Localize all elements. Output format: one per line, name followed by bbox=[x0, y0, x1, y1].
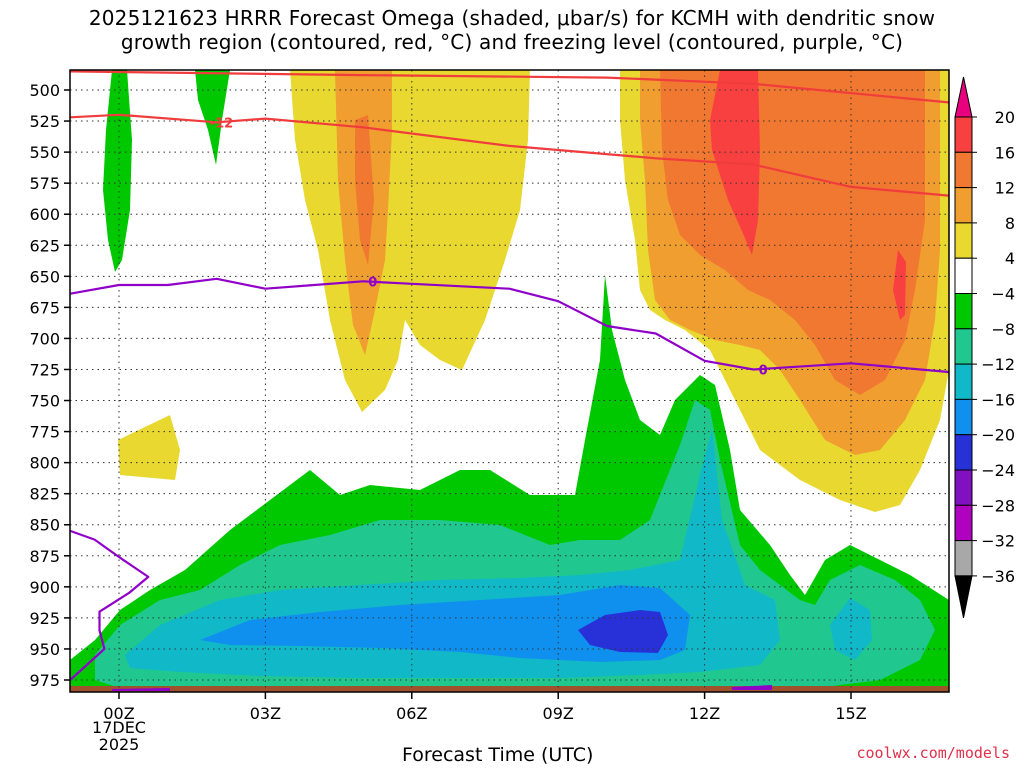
x-tick-label-15Z: 15Z bbox=[835, 704, 866, 723]
colorbar-band-6 bbox=[954, 293, 973, 330]
y-tick-label-825: 825 bbox=[29, 485, 60, 504]
x-tick-label-09Z: 09Z bbox=[543, 704, 574, 723]
contour-label-minus12: -12 bbox=[210, 116, 234, 131]
title-line-1: 2025121623 HRRR Forecast Omega (shaded, … bbox=[88, 6, 936, 30]
shade-minus4-upper-streak-2 bbox=[195, 70, 230, 165]
colorbar-band-gt-20 bbox=[954, 76, 973, 118]
y-tick-label-800: 800 bbox=[29, 454, 60, 473]
y-tick-label-850: 850 bbox=[29, 516, 60, 535]
colorbar-label-9: −20 bbox=[981, 426, 1015, 445]
x-axis: 00Z 03Z 06Z 09Z 12Z 15Z bbox=[103, 692, 867, 723]
y-tick-label-650: 650 bbox=[29, 267, 60, 286]
colorbar-band-10 bbox=[954, 434, 973, 471]
shade-minus4-upper-streak-1 bbox=[103, 70, 132, 272]
colorbar-band-12 bbox=[954, 504, 973, 542]
y-tick-label-725: 725 bbox=[29, 360, 60, 379]
x-tick-label-12Z: 12Z bbox=[689, 704, 720, 723]
date-label: 17DEC 2025 bbox=[84, 718, 154, 754]
y-tick-label-875: 875 bbox=[29, 547, 60, 566]
date-label-day: 17DEC bbox=[92, 718, 146, 737]
shade-minus16 bbox=[200, 585, 690, 662]
colorbar-label-2: 12 bbox=[995, 179, 1015, 198]
y-axis: 500 525 550 575 600 625 650 675 700 725 750 775 800 8… bbox=[29, 81, 70, 690]
colorbar-label-3: 8 bbox=[1005, 214, 1015, 233]
colorbar-label-13: −36 bbox=[981, 567, 1015, 586]
surface-purple-patch bbox=[732, 685, 772, 690]
credit-link[interactable]: coolwx.com/models bbox=[856, 744, 1010, 762]
colorbar-label-6: −8 bbox=[991, 320, 1015, 339]
colorbar-label-10: −24 bbox=[981, 461, 1015, 480]
shade-plus16-small bbox=[893, 250, 906, 320]
shade-plus12-left bbox=[355, 115, 374, 265]
colorbar-band-13 bbox=[954, 540, 973, 577]
y-tick-label-675: 675 bbox=[29, 298, 60, 317]
colorbar-band-5 bbox=[954, 257, 973, 295]
y-tick-label-575: 575 bbox=[29, 174, 60, 193]
colorbar-band-11 bbox=[954, 469, 973, 506]
x-tick-label-06Z: 06Z bbox=[396, 704, 427, 723]
contour-label-freezing-1: 0 bbox=[368, 275, 377, 290]
x-axis-title: Forecast Time (UTC) bbox=[402, 744, 594, 766]
title-line-2: growth region (contoured, red, °C) and f… bbox=[120, 30, 904, 54]
colorbar-label-1: 16 bbox=[995, 143, 1015, 162]
y-tick-label-525: 525 bbox=[29, 112, 60, 131]
shade-minus20 bbox=[578, 610, 668, 653]
contour-dgz_-12 bbox=[70, 113, 949, 197]
colorbar-label-8: −16 bbox=[981, 390, 1015, 409]
x-tick-label-00Z: 00Z bbox=[103, 704, 134, 723]
y-tick-label-950: 950 bbox=[29, 640, 60, 659]
colorbar-band-8 bbox=[954, 363, 973, 400]
colorbar: 20 16 12 8 4 −4 −8 −12 −16 −20 −24 −28 −32 −36 bbox=[954, 76, 1015, 618]
date-label-year: 2025 bbox=[98, 735, 140, 754]
colorbar-label-4: 4 bbox=[1005, 249, 1015, 268]
colorbar-label-5: −4 bbox=[991, 285, 1015, 304]
y-tick-label-700: 700 bbox=[29, 329, 60, 348]
omega-shading bbox=[70, 70, 949, 692]
colorbar-band-1 bbox=[954, 116, 973, 153]
y-tick-label-925: 925 bbox=[29, 609, 60, 628]
y-tick-label-500: 500 bbox=[29, 81, 60, 100]
y-tick-label-750: 750 bbox=[29, 392, 60, 411]
colorbar-label-7: −12 bbox=[981, 355, 1015, 374]
colorbar-band-9 bbox=[954, 398, 973, 436]
contour-lines: -12 0 0 bbox=[69, 70, 949, 681]
x-tick-label-03Z: 03Z bbox=[250, 704, 281, 723]
y-tick-label-900: 900 bbox=[29, 578, 60, 597]
colorbar-band-3 bbox=[954, 187, 973, 224]
contour-freezing_lower bbox=[69, 529, 150, 681]
y-tick-label-625: 625 bbox=[29, 236, 60, 255]
chart-title: 2025121623 HRRR Forecast Omega (shaded, … bbox=[0, 6, 1024, 54]
colorbar-band-2 bbox=[954, 151, 973, 189]
y-tick-label-975: 975 bbox=[29, 671, 60, 690]
gridlines bbox=[70, 70, 949, 692]
colorbar-label-12: −32 bbox=[981, 532, 1015, 551]
colorbar-band-lt-minus36 bbox=[954, 575, 973, 618]
plot-frame bbox=[69, 69, 950, 693]
ground-surface-strip bbox=[70, 686, 949, 692]
colorbar-label-11: −28 bbox=[981, 496, 1015, 515]
colorbar-band-7 bbox=[954, 328, 973, 365]
contour-label-freezing-2: 0 bbox=[759, 363, 768, 378]
contour-dgz_upper bbox=[70, 70, 949, 104]
y-tick-label-600: 600 bbox=[29, 205, 60, 224]
colorbar-band-4 bbox=[954, 222, 973, 259]
contour-freezing_upper bbox=[70, 277, 949, 374]
y-tick-label-775: 775 bbox=[29, 423, 60, 442]
colorbar-label-0: 20 bbox=[995, 108, 1015, 127]
y-tick-label-550: 550 bbox=[29, 143, 60, 162]
surface-purple-patch-left bbox=[112, 688, 170, 691]
